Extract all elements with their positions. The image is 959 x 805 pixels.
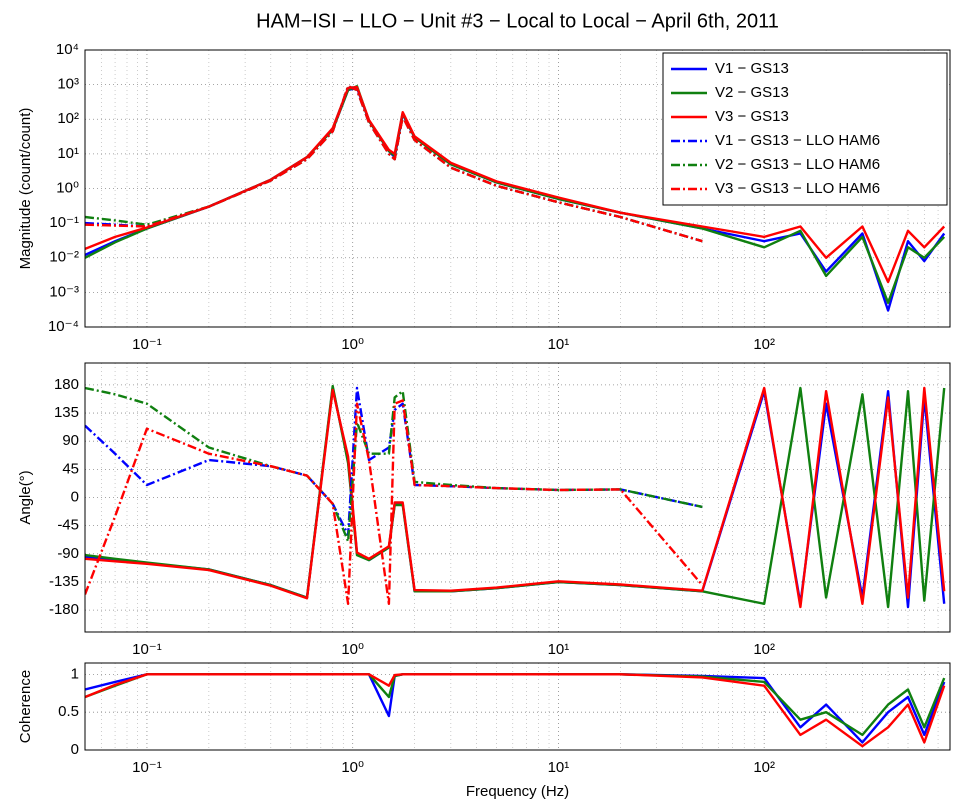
- series-line: [85, 673, 946, 748]
- axes-frame: [84, 362, 951, 633]
- y-axis-label: Coherence: [17, 670, 34, 743]
- x-axis-label: Frequency (Hz): [466, 783, 569, 800]
- y-tick-label: -90: [57, 545, 79, 562]
- series-line: [85, 399, 704, 605]
- x-tick-label: 10²: [753, 336, 775, 353]
- legend-box: [662, 52, 948, 206]
- x-tick-label: 10⁻¹: [132, 336, 162, 353]
- legend-label: V2 − GS13: [715, 84, 789, 101]
- y-tick-label: 10²: [57, 110, 79, 127]
- y-axis-label: Angle(°): [17, 470, 34, 524]
- series-line: [85, 386, 946, 609]
- y-tick-label: 0: [71, 741, 79, 758]
- y-tick-label: 10³: [57, 76, 79, 93]
- plot-area: [85, 85, 946, 312]
- x-tick-label: 10²: [753, 759, 775, 776]
- legend-label: V3 − GS13: [715, 108, 789, 125]
- legend-label: V1 − GS13 − LLO HAM6: [715, 132, 880, 149]
- x-tick-label: 10⁰: [341, 759, 364, 776]
- y-tick-label: 10⁰: [56, 179, 79, 196]
- y-tick-label: 10¹: [57, 145, 79, 162]
- legend-label: V2 − GS13 − LLO HAM6: [715, 156, 880, 173]
- y-tick-label: 180: [54, 376, 79, 393]
- y-tick-label: 10⁴: [56, 41, 79, 58]
- y-tick-label: 135: [54, 404, 79, 421]
- y-tick-label: 10⁻⁴: [48, 318, 79, 335]
- plot-area: [85, 384, 946, 609]
- legend-label: V1 − GS13: [715, 60, 789, 77]
- y-tick-label: -135: [49, 573, 79, 590]
- x-tick-label: 10⁻¹: [132, 641, 162, 658]
- y-tick-label: 10⁻²: [49, 249, 79, 266]
- x-tick-label: 10²: [753, 641, 775, 658]
- series-line: [85, 673, 946, 744]
- y-tick-label: 0: [71, 488, 79, 505]
- axes-frame: [84, 662, 951, 751]
- y-tick-label: 0.5: [58, 703, 79, 720]
- series-line: [85, 85, 703, 243]
- y-tick-label: 1: [71, 665, 79, 682]
- plot-area: [85, 673, 946, 748]
- y-tick-label: 45: [62, 460, 79, 477]
- y-tick-label: 10⁻¹: [49, 214, 79, 231]
- x-tick-label: 10⁰: [341, 336, 364, 353]
- y-tick-label: -180: [49, 601, 79, 618]
- x-tick-label: 10¹: [548, 759, 570, 776]
- y-tick-label: 10⁻³: [49, 283, 79, 300]
- y-tick-label: -45: [57, 517, 79, 534]
- axes-frame: [84, 49, 951, 328]
- x-tick-label: 10¹: [548, 336, 570, 353]
- x-tick-label: 10⁻¹: [132, 759, 162, 776]
- x-tick-label: 10⁰: [341, 641, 364, 658]
- x-tick-label: 10¹: [548, 641, 570, 658]
- chart-title: HAM−ISI − LLO − Unit #3 − Local to Local…: [256, 10, 779, 32]
- series-line: [85, 386, 703, 537]
- legend-label: V3 − GS13 − LLO HAM6: [715, 180, 880, 197]
- y-axis-label: Magnitude (count/count): [17, 108, 34, 270]
- y-tick-label: 90: [62, 432, 79, 449]
